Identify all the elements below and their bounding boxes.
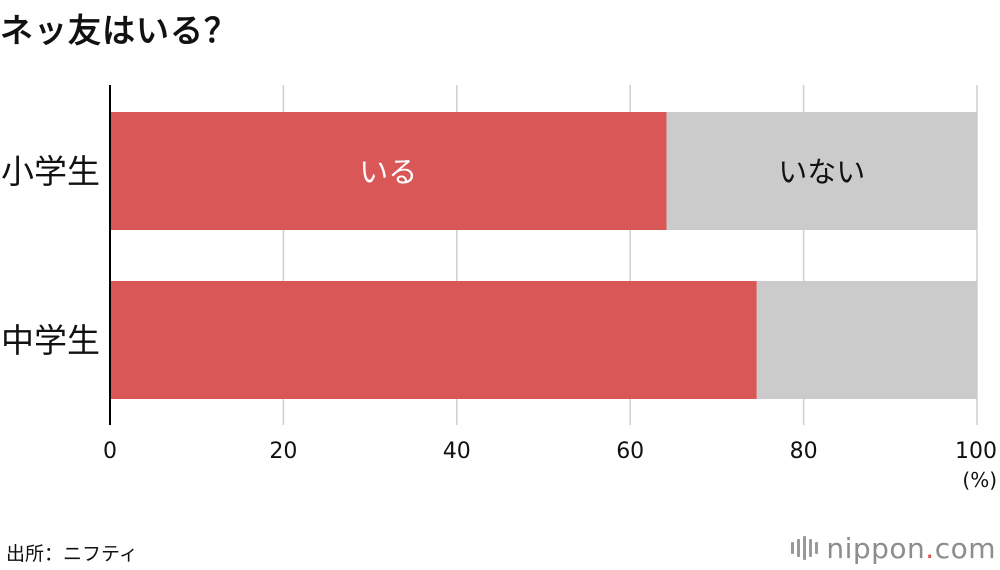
category-label-1: 小学生: [1, 152, 100, 191]
x-tick-label-40: 40: [443, 439, 471, 464]
nippon-logo: nippon.com: [791, 531, 996, 565]
bar-2-no: [756, 281, 977, 399]
category-label-2: 中学生: [1, 321, 100, 360]
bar-1-no: [666, 112, 977, 230]
bar-2-yes: [110, 281, 757, 399]
series-label-no: いない: [778, 155, 865, 189]
x-unit-label: (%): [962, 468, 997, 492]
chart-title: ネッ友はいる？: [0, 11, 238, 50]
source-note: 出所：ニフティ: [6, 543, 138, 565]
x-tick-label-100: 100: [955, 439, 997, 464]
logo-wordmark: nippon.com: [826, 531, 996, 565]
series-label-yes: いる: [359, 155, 417, 189]
x-tick-label-20: 20: [269, 439, 297, 464]
x-tick-label-80: 80: [790, 439, 818, 464]
logo-mark-icon: [791, 536, 819, 560]
x-tick-label-60: 60: [616, 439, 644, 464]
x-tick-label-0: 0: [103, 439, 117, 464]
bar-1-yes: [110, 112, 667, 230]
